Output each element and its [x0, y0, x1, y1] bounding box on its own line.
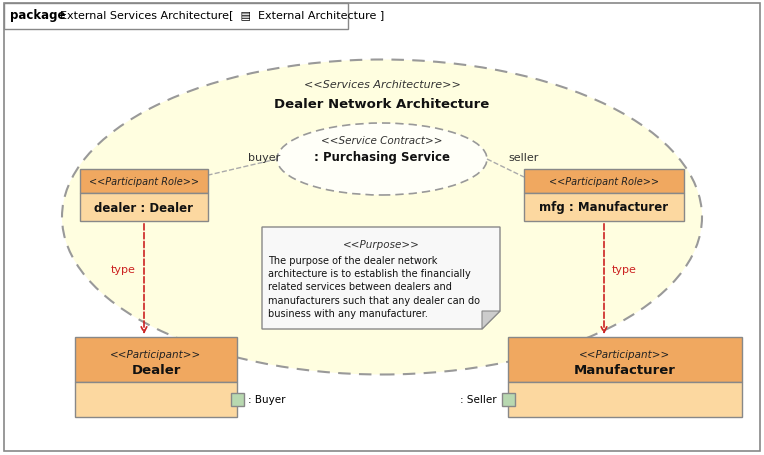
- Text: <<Participant Role>>: <<Participant Role>>: [89, 177, 199, 187]
- Text: <<Participant>>: <<Participant>>: [579, 349, 671, 359]
- Text: <<Service Contract>>: <<Service Contract>>: [321, 136, 443, 146]
- FancyBboxPatch shape: [508, 382, 742, 417]
- FancyBboxPatch shape: [75, 382, 237, 417]
- FancyBboxPatch shape: [4, 4, 348, 30]
- Text: External Services Architecture[  ▤  External Architecture ]: External Services Architecture[ ▤ Extern…: [60, 10, 384, 20]
- Polygon shape: [262, 228, 500, 329]
- Text: package: package: [10, 9, 70, 21]
- FancyBboxPatch shape: [231, 393, 244, 406]
- Polygon shape: [482, 311, 500, 329]
- Text: seller: seller: [508, 153, 539, 162]
- Text: The purpose of the dealer network
architecture is to establish the financially
r: The purpose of the dealer network archit…: [268, 255, 480, 318]
- FancyBboxPatch shape: [524, 193, 684, 222]
- Text: dealer : Dealer: dealer : Dealer: [95, 201, 193, 214]
- FancyBboxPatch shape: [501, 393, 514, 406]
- Text: : Buyer: : Buyer: [248, 394, 286, 404]
- Text: type: type: [111, 264, 136, 274]
- FancyBboxPatch shape: [80, 170, 208, 193]
- Text: Manufacturer: Manufacturer: [574, 363, 676, 376]
- Text: : Seller: : Seller: [460, 394, 497, 404]
- Text: : Purchasing Service: : Purchasing Service: [314, 151, 450, 164]
- Text: buyer: buyer: [248, 153, 280, 162]
- Text: <<Participant Role>>: <<Participant Role>>: [549, 177, 659, 187]
- Text: type: type: [612, 264, 637, 274]
- Text: <<Participant>>: <<Participant>>: [110, 349, 202, 359]
- Text: Dealer: Dealer: [131, 363, 181, 376]
- Text: <<Services Architecture>>: <<Services Architecture>>: [303, 80, 461, 90]
- Ellipse shape: [62, 61, 702, 374]
- Text: <<Purpose>>: <<Purpose>>: [342, 239, 419, 249]
- Ellipse shape: [277, 124, 487, 196]
- Text: Dealer Network Architecture: Dealer Network Architecture: [274, 98, 490, 111]
- FancyBboxPatch shape: [4, 4, 760, 451]
- FancyBboxPatch shape: [80, 193, 208, 222]
- FancyBboxPatch shape: [524, 170, 684, 193]
- FancyBboxPatch shape: [508, 337, 742, 382]
- Text: mfg : Manufacturer: mfg : Manufacturer: [539, 201, 668, 214]
- FancyBboxPatch shape: [75, 337, 237, 382]
